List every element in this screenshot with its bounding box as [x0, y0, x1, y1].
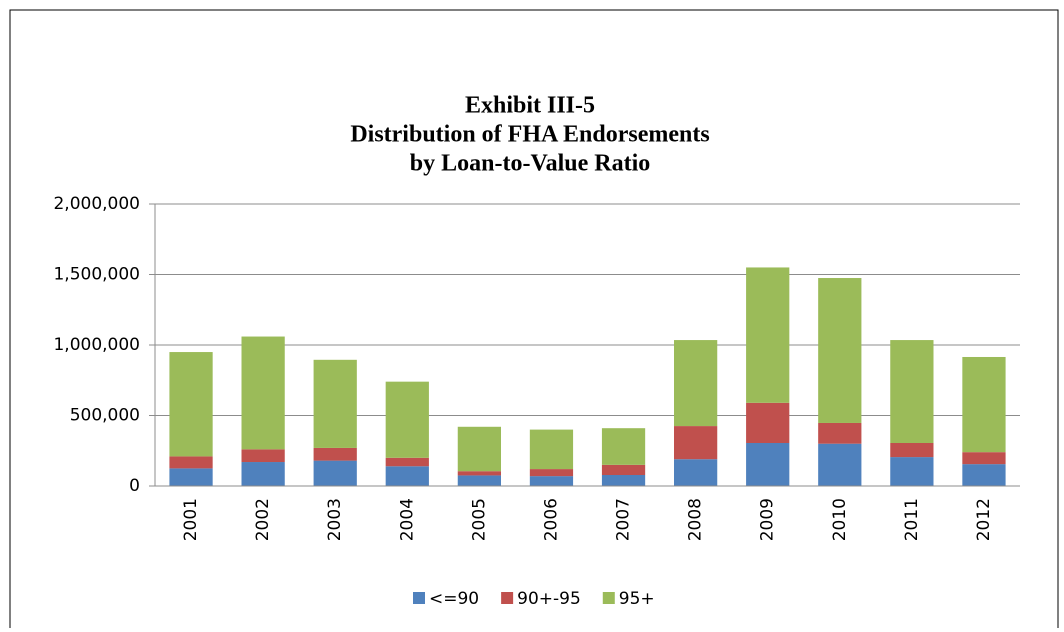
x-tick-label: 2006 — [541, 498, 561, 541]
bar-segment — [890, 442, 934, 458]
bar-segment — [818, 443, 862, 486]
x-tick-label: 2001 — [181, 498, 201, 541]
y-tick-label: 1,000,000 — [53, 335, 140, 355]
bar-segment — [674, 459, 718, 486]
bar-segment — [241, 462, 285, 486]
bar-segment — [601, 464, 646, 476]
chart-border — [9, 9, 1059, 628]
chart-title: Distribution of FHA Endorsements — [350, 122, 709, 148]
y-tick-label: 500,000 — [70, 406, 140, 426]
legend-label: 95+ — [619, 589, 655, 609]
x-tick-label: 2002 — [253, 498, 273, 541]
legend-swatch — [413, 592, 425, 604]
bar-segment — [169, 352, 213, 457]
x-tick-label: 2007 — [614, 498, 634, 541]
legend-swatch — [602, 592, 615, 604]
x-tick-label: 2011 — [902, 498, 922, 541]
bar-segment — [241, 336, 285, 450]
bar-segment — [385, 381, 429, 458]
bar-segment — [313, 460, 357, 486]
bar-segment — [457, 475, 501, 486]
bar-segment — [890, 457, 934, 486]
bar-segment — [457, 426, 501, 472]
bar-segment — [890, 340, 934, 443]
bar-segment — [674, 426, 718, 460]
bar-segment — [385, 466, 429, 486]
chart-title: Exhibit III-5 — [465, 93, 595, 119]
chart-title: by Loan-to-Value Ratio — [410, 151, 650, 177]
bar-segment — [529, 476, 574, 486]
x-tick-label: 2004 — [397, 498, 417, 541]
bar-segment — [313, 359, 357, 448]
bar-segment — [241, 449, 285, 463]
legend-swatch — [501, 592, 514, 604]
bar-segment — [601, 475, 646, 486]
x-tick-label: 2008 — [686, 498, 706, 541]
x-tick-label: 2009 — [758, 498, 778, 541]
bar-segment — [818, 278, 862, 423]
bar-segment — [962, 356, 1006, 453]
x-tick-label: 2003 — [325, 498, 345, 541]
y-tick-label: 1,500,000 — [53, 265, 140, 285]
bar-segment — [962, 464, 1006, 486]
bar-segment — [169, 468, 213, 486]
bar-segment — [962, 452, 1006, 465]
bar-segment — [169, 456, 213, 469]
bar-segment — [601, 428, 646, 465]
bar-segment — [385, 457, 429, 467]
legend-label: <=90 — [429, 589, 479, 609]
x-tick-label: 2005 — [469, 498, 489, 541]
x-tick-label: 2010 — [830, 498, 850, 541]
bar-segment — [529, 429, 574, 470]
bar-segment — [674, 340, 718, 427]
x-tick-label: 2012 — [974, 498, 994, 541]
bar-segment — [529, 469, 574, 477]
bar-segment — [313, 447, 357, 461]
y-tick-label: 0 — [129, 476, 140, 496]
legend-label: 90+-95 — [517, 589, 581, 609]
bar-segment — [818, 422, 862, 444]
bar-segment — [746, 267, 790, 403]
y-tick-label: 2,000,000 — [53, 194, 140, 214]
bar-segment — [746, 442, 790, 486]
bar-segment — [746, 402, 790, 443]
bar-segment — [457, 471, 501, 476]
